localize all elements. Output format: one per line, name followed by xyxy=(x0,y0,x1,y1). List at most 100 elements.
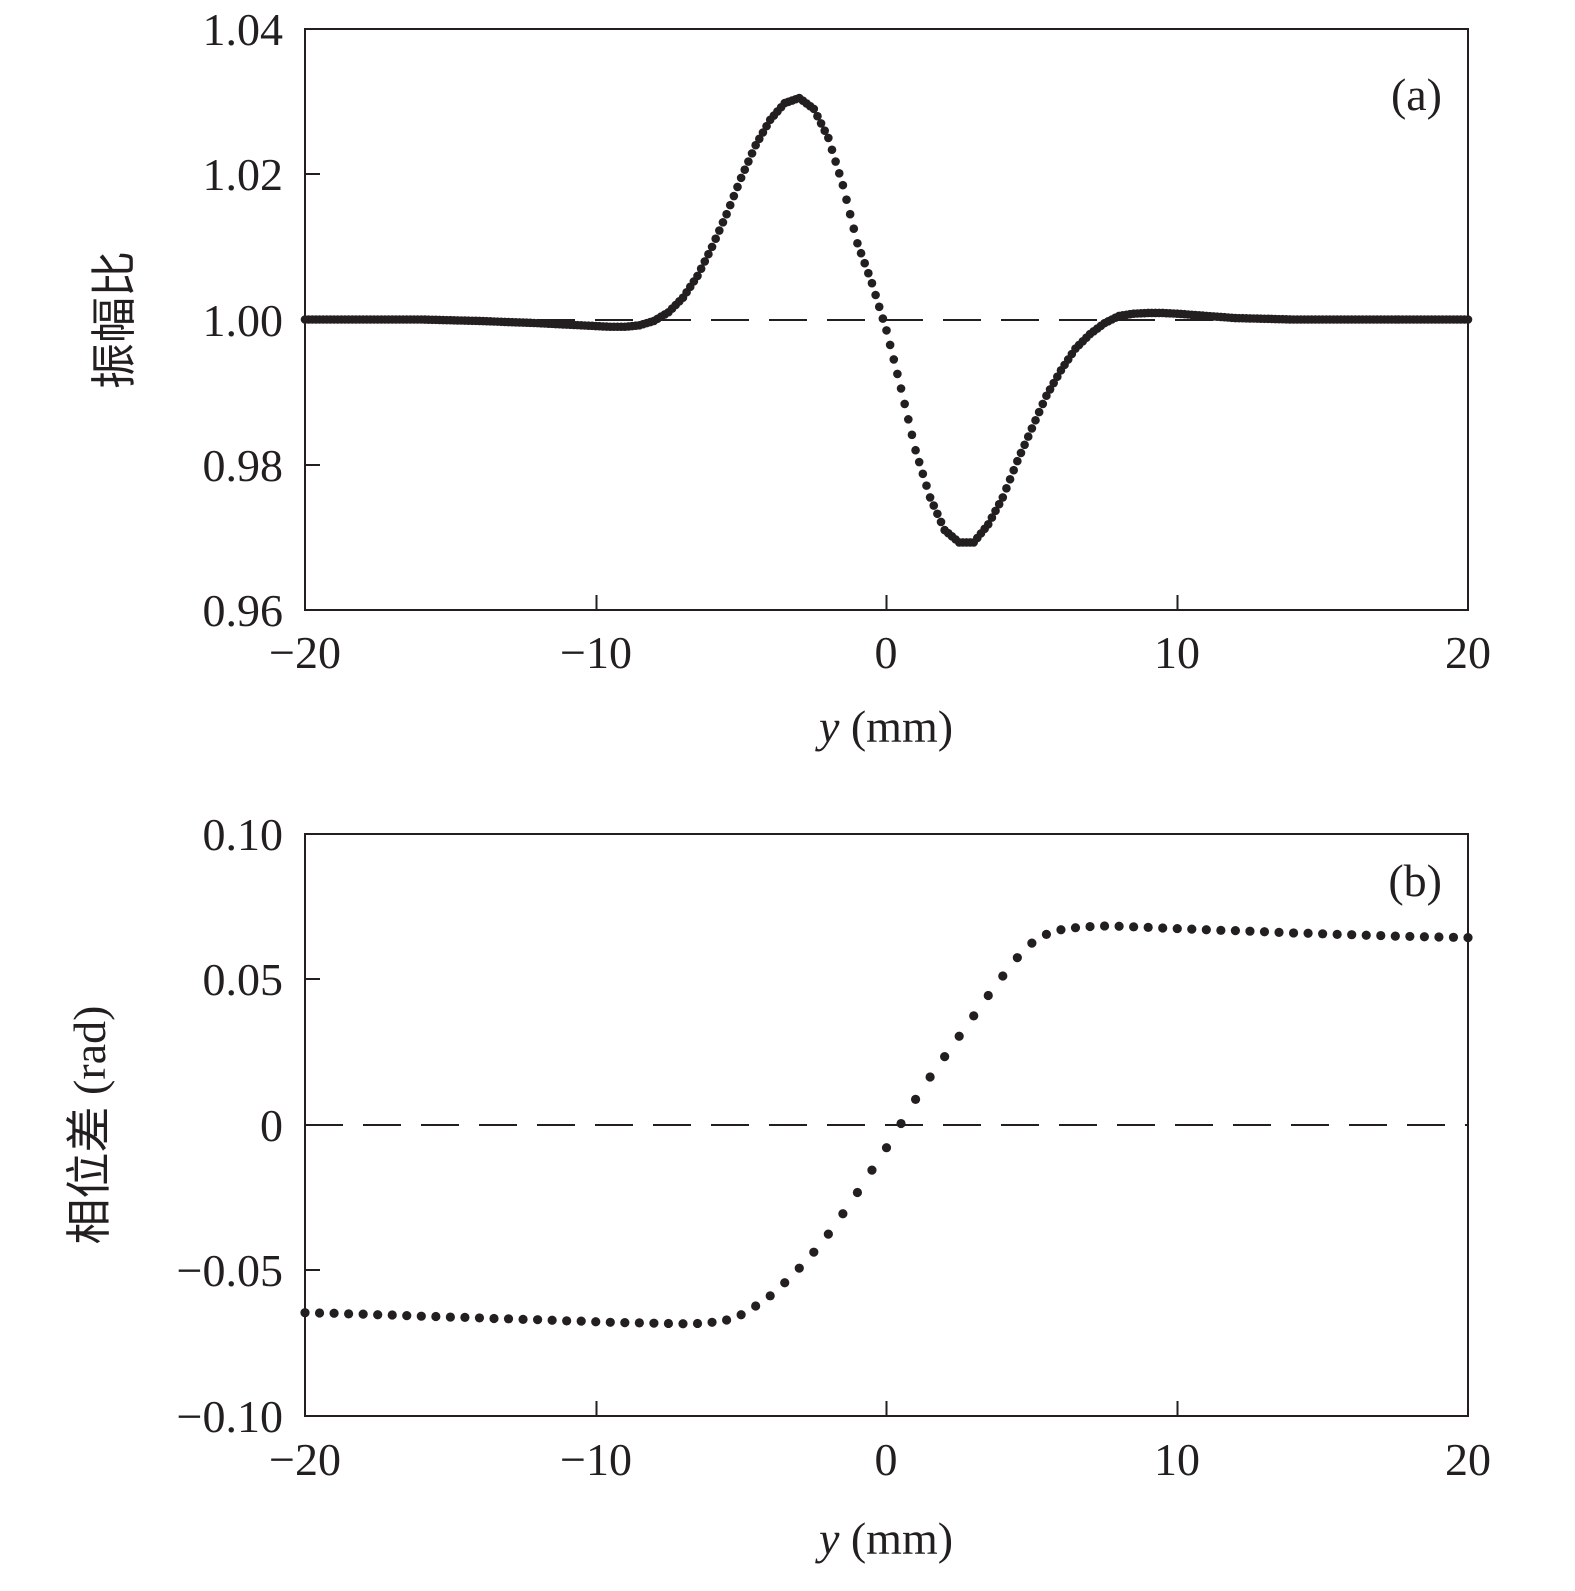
data-point xyxy=(1009,465,1018,475)
data-point xyxy=(460,1312,470,1322)
data-point xyxy=(693,271,702,281)
plot-frame xyxy=(304,833,1469,1417)
x-tick-label: 10 xyxy=(1154,1434,1200,1485)
y-tick-label: 0.10 xyxy=(203,809,284,860)
data-point xyxy=(751,140,760,150)
data-point xyxy=(867,278,877,288)
y-ticks xyxy=(305,978,320,1271)
data-point xyxy=(871,290,880,300)
data-point xyxy=(910,1094,921,1104)
data-point xyxy=(1012,953,1022,963)
data-point xyxy=(1201,925,1211,935)
data-point xyxy=(882,326,891,335)
data-point xyxy=(387,1310,397,1320)
data-point xyxy=(856,248,866,258)
x-tick-label: −10 xyxy=(560,627,632,678)
data-point xyxy=(831,157,840,166)
data-point xyxy=(704,249,713,259)
y-tick-label: 1.00 xyxy=(203,295,284,346)
data-point xyxy=(533,1315,543,1325)
data-point xyxy=(1245,926,1255,936)
data-point xyxy=(914,457,924,467)
data-point xyxy=(1332,929,1342,939)
data-point xyxy=(1070,923,1081,933)
data-point xyxy=(721,1315,732,1325)
data-point xyxy=(503,1314,514,1324)
y-tick-label: 0.98 xyxy=(203,440,284,491)
data-point xyxy=(1187,924,1197,934)
x-axis-variable: y xyxy=(815,1513,840,1564)
data-point xyxy=(733,182,742,192)
data-point xyxy=(1056,925,1066,935)
y-tick-label: 0 xyxy=(260,1100,283,1151)
data-point xyxy=(1114,921,1124,931)
data-point xyxy=(416,1311,426,1321)
panel-b: 0.10 0.05 0 −0.05 −0.10 −20 −10 0 10 20 … xyxy=(64,809,1491,1564)
data-point xyxy=(881,1143,892,1153)
data-point xyxy=(663,1318,674,1329)
x-tick-label: −10 xyxy=(560,1434,632,1485)
data-point xyxy=(1259,927,1270,937)
data-point xyxy=(314,1308,325,1318)
data-point xyxy=(751,1301,761,1311)
data-point xyxy=(1288,928,1299,938)
data-point xyxy=(725,200,735,210)
x-axis-title: y (mm) xyxy=(815,1513,953,1564)
data-point xyxy=(1419,932,1429,942)
data-point xyxy=(852,1187,863,1198)
data-point xyxy=(983,520,993,529)
data-point xyxy=(711,234,720,243)
x-tick-label: 0 xyxy=(875,627,898,678)
x-tick-label: 10 xyxy=(1154,627,1200,678)
data-point xyxy=(809,104,819,114)
data-point xyxy=(1042,391,1051,401)
y-tick-label: 1.04 xyxy=(203,4,284,55)
data-point xyxy=(885,340,895,350)
x-axis-unit: (mm) xyxy=(839,701,953,752)
data-point xyxy=(838,1209,848,1219)
data-point xyxy=(1013,456,1022,466)
data-point xyxy=(744,157,753,166)
data-point xyxy=(853,238,862,248)
x-ticks xyxy=(595,595,1179,610)
data-point xyxy=(889,355,899,364)
data-point xyxy=(576,1316,586,1326)
data-point xyxy=(649,1318,659,1328)
data-point xyxy=(834,169,844,178)
y-tick-label: 1.02 xyxy=(203,149,284,200)
data-point xyxy=(813,111,822,121)
data-point xyxy=(747,149,757,158)
data-point xyxy=(1216,925,1226,935)
data-point xyxy=(758,128,768,137)
data-point xyxy=(696,264,706,273)
data-point xyxy=(729,191,739,201)
data-point xyxy=(344,1309,354,1319)
data-point xyxy=(823,1229,833,1239)
data-point xyxy=(765,1291,775,1301)
data-point xyxy=(373,1310,383,1320)
data-point xyxy=(794,1263,804,1273)
data-point xyxy=(755,134,764,144)
data-point xyxy=(925,493,935,502)
data-point xyxy=(700,257,710,266)
data-point xyxy=(1274,927,1284,937)
data-point xyxy=(820,126,830,135)
data-point xyxy=(634,1318,644,1328)
data-point xyxy=(1027,424,1037,433)
data-point xyxy=(1172,923,1182,934)
data-point xyxy=(489,1313,499,1324)
data-point xyxy=(922,481,931,490)
data-point xyxy=(907,430,917,440)
data-point xyxy=(983,990,993,1001)
data-point xyxy=(678,1319,688,1329)
data-point xyxy=(827,145,837,155)
panel-label: (a) xyxy=(1391,69,1442,120)
data-point xyxy=(896,1118,906,1129)
data-point xyxy=(842,195,851,204)
data-point xyxy=(722,209,731,219)
data-point xyxy=(402,1311,412,1321)
data-point xyxy=(1129,922,1139,932)
x-tick-label: −20 xyxy=(269,627,341,678)
data-point xyxy=(1230,926,1240,936)
data-point xyxy=(911,445,920,455)
